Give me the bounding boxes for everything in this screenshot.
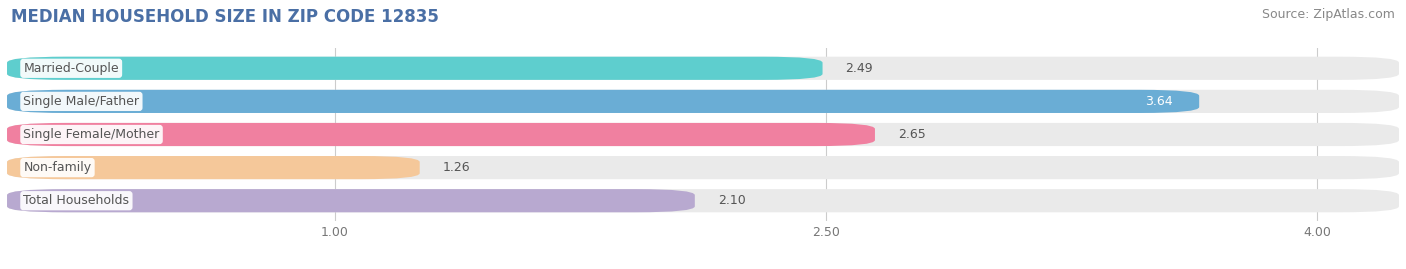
Text: 3.64: 3.64 xyxy=(1146,95,1173,108)
Text: Total Households: Total Households xyxy=(24,194,129,207)
FancyBboxPatch shape xyxy=(7,156,1399,179)
Text: Single Male/Father: Single Male/Father xyxy=(24,95,139,108)
FancyBboxPatch shape xyxy=(7,156,420,179)
Text: Single Female/Mother: Single Female/Mother xyxy=(24,128,160,141)
Text: 1.26: 1.26 xyxy=(443,161,470,174)
Text: 2.49: 2.49 xyxy=(845,62,873,75)
FancyBboxPatch shape xyxy=(7,123,875,146)
Text: Source: ZipAtlas.com: Source: ZipAtlas.com xyxy=(1261,8,1395,21)
FancyBboxPatch shape xyxy=(7,57,823,80)
FancyBboxPatch shape xyxy=(7,189,1399,212)
FancyBboxPatch shape xyxy=(7,123,1399,146)
FancyBboxPatch shape xyxy=(7,57,1399,80)
FancyBboxPatch shape xyxy=(7,90,1399,113)
FancyBboxPatch shape xyxy=(7,189,695,212)
Text: Married-Couple: Married-Couple xyxy=(24,62,120,75)
Text: Non-family: Non-family xyxy=(24,161,91,174)
FancyBboxPatch shape xyxy=(7,90,1199,113)
Text: MEDIAN HOUSEHOLD SIZE IN ZIP CODE 12835: MEDIAN HOUSEHOLD SIZE IN ZIP CODE 12835 xyxy=(11,8,439,26)
Text: 2.10: 2.10 xyxy=(717,194,745,207)
Text: 2.65: 2.65 xyxy=(898,128,925,141)
